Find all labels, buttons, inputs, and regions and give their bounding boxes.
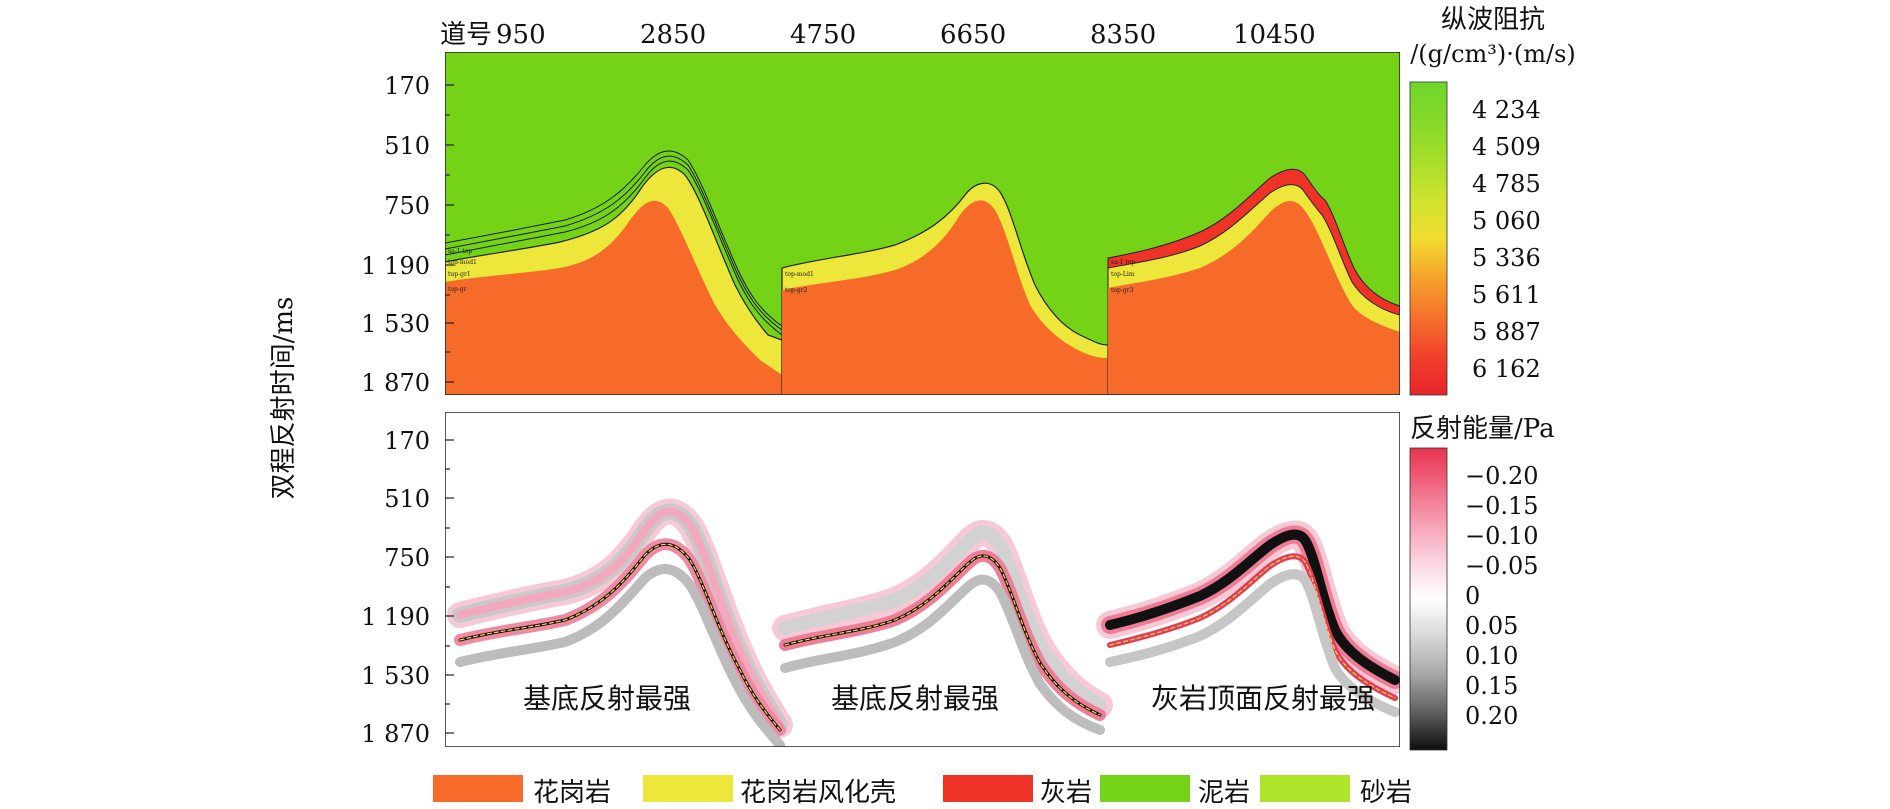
svg-text:top-gr2: top-gr2 <box>785 287 808 294</box>
energy-tick: 0 <box>1465 582 1480 610</box>
legend-label: 花岗岩风化壳 <box>740 778 896 805</box>
energy-tick: 0.05 <box>1465 612 1518 640</box>
impedance-tick: 5 336 <box>1472 244 1541 272</box>
y-tick-label: 170 <box>384 427 430 455</box>
horizon-lines-seg1 <box>445 150 783 336</box>
y-tick-label: 1 530 <box>361 662 430 690</box>
legend-swatch-sandstone <box>1260 775 1350 802</box>
y-axis-title: 双程反射时间/ms <box>269 297 299 500</box>
y-tick-label: 1 530 <box>361 310 430 338</box>
legend-swatch-limestone <box>943 775 1033 802</box>
legend-label: 砂岩 <box>1360 778 1412 805</box>
energy-panel <box>445 412 1400 747</box>
granite-seg1 <box>445 200 782 395</box>
impedance-tick: 4 509 <box>1472 133 1541 161</box>
svg-text:top-gr3: top-gr3 <box>1111 287 1134 294</box>
svg-text:tup-gr1: tup-gr1 <box>448 271 471 278</box>
y-ticks-bottom: 170 510 750 1 190 1 530 1 870 <box>361 427 430 748</box>
impedance-tick: 6 162 <box>1472 355 1541 383</box>
annotation-panel1: 基底反射最强 <box>523 682 691 715</box>
granite-seg3 <box>1108 200 1400 395</box>
energy-bands-seg2 <box>772 520 1113 735</box>
impedance-colorbar-title: 纵波阻抗 <box>1441 5 1545 35</box>
energy-colorbar: 反射能量/Pa −0.20 −0.15 −0.10 −0.05 0 0.05 0… <box>1409 414 1555 751</box>
impedance-panel: sa-1 top top-mod1 tup-gr1 top-gr top-mod… <box>445 52 1400 395</box>
energy-tick: 0.20 <box>1465 702 1518 730</box>
legend-label: 花岗岩 <box>533 778 611 805</box>
horizon-labels-seg3: sa-1 top top-Lim top-gr3 <box>1111 259 1135 294</box>
horizon-labels-seg2: top-mod1 top-gr2 <box>785 271 814 294</box>
trace-prefix: 道号 <box>440 20 492 50</box>
trace-label: 6650 <box>940 20 1006 50</box>
y-tick-label: 1 870 <box>361 720 430 748</box>
trace-label: 950 <box>496 20 546 50</box>
horizon-labels-seg1: sa-1 top top-mod1 tup-gr1 top-gr <box>448 248 477 293</box>
energy-tick: −0.05 <box>1465 552 1539 580</box>
trace-axis: 道号 950 2850 4750 6650 8350 10450 <box>440 20 1316 50</box>
annotation-panel3: 灰岩顶面反射最强 <box>1151 682 1375 715</box>
legend-label: 灰岩 <box>1040 778 1092 805</box>
impedance-colorbar: 纵波阻抗 /(g/cm³)·(m/s) 4 234 4 509 4 785 5 … <box>1409 5 1576 396</box>
impedance-tick: 4 234 <box>1472 96 1541 124</box>
y-ticks-top: 170 510 750 1 190 1 530 1 870 <box>361 72 430 397</box>
energy-colorbar-gradient <box>1409 447 1448 751</box>
granite-seg2 <box>782 200 1108 395</box>
impedance-tick: 5 887 <box>1472 318 1541 346</box>
energy-tick: 0.15 <box>1465 672 1518 700</box>
energy-tick: −0.20 <box>1465 462 1539 490</box>
legend-label: 泥岩 <box>1198 778 1250 805</box>
svg-text:top-mod1: top-mod1 <box>785 271 814 278</box>
impedance-tick: 5 060 <box>1472 207 1541 235</box>
legend-swatch-mudstone <box>1100 775 1190 802</box>
y-tick-label: 750 <box>384 192 430 220</box>
y-tick-label: 170 <box>384 72 430 100</box>
energy-colorbar-title: 反射能量/Pa <box>1410 414 1555 444</box>
y-tick-label: 1 190 <box>361 603 430 631</box>
trace-label: 8350 <box>1090 20 1156 50</box>
impedance-colorbar-gradient <box>1409 81 1448 396</box>
energy-annotations: 基底反射最强 基底反射最强 灰岩顶面反射最强 <box>523 682 1375 715</box>
energy-bands-seg3 <box>1096 520 1400 717</box>
energy-tick: −0.15 <box>1465 492 1539 520</box>
y-tick-label: 1 870 <box>361 369 430 397</box>
lithology-legend: 花岗岩 花岗岩风化壳 灰岩 泥岩 砂岩 <box>433 775 1412 808</box>
trace-label: 10450 <box>1233 20 1316 50</box>
trace-label: 2850 <box>640 20 706 50</box>
y-tick-label: 750 <box>384 544 430 572</box>
svg-text:sa-1 top: sa-1 top <box>1111 259 1135 266</box>
energy-tick: −0.10 <box>1465 522 1539 550</box>
y-tick-label: 1 190 <box>361 252 430 280</box>
trace-label: 4750 <box>790 20 856 50</box>
annotation-panel2: 基底反射最强 <box>831 682 999 715</box>
impedance-tick: 5 611 <box>1472 281 1541 309</box>
svg-text:top-mod1: top-mod1 <box>448 259 477 266</box>
legend-swatch-granite <box>433 775 523 802</box>
impedance-colorbar-unit: /(g/cm³)·(m/s) <box>1410 40 1576 68</box>
svg-text:top-Lim: top-Lim <box>1111 271 1135 278</box>
legend-swatch-weathered-crust <box>643 775 733 802</box>
svg-text:top-gr: top-gr <box>448 286 467 293</box>
svg-text:sa-1 top: sa-1 top <box>448 248 472 255</box>
impedance-tick: 4 785 <box>1472 170 1541 198</box>
energy-bands-seg1 <box>447 498 793 747</box>
energy-tick: 0.10 <box>1465 642 1518 670</box>
y-tick-label: 510 <box>384 132 430 160</box>
y-tick-label: 510 <box>384 485 430 513</box>
left-ticks <box>445 84 454 734</box>
